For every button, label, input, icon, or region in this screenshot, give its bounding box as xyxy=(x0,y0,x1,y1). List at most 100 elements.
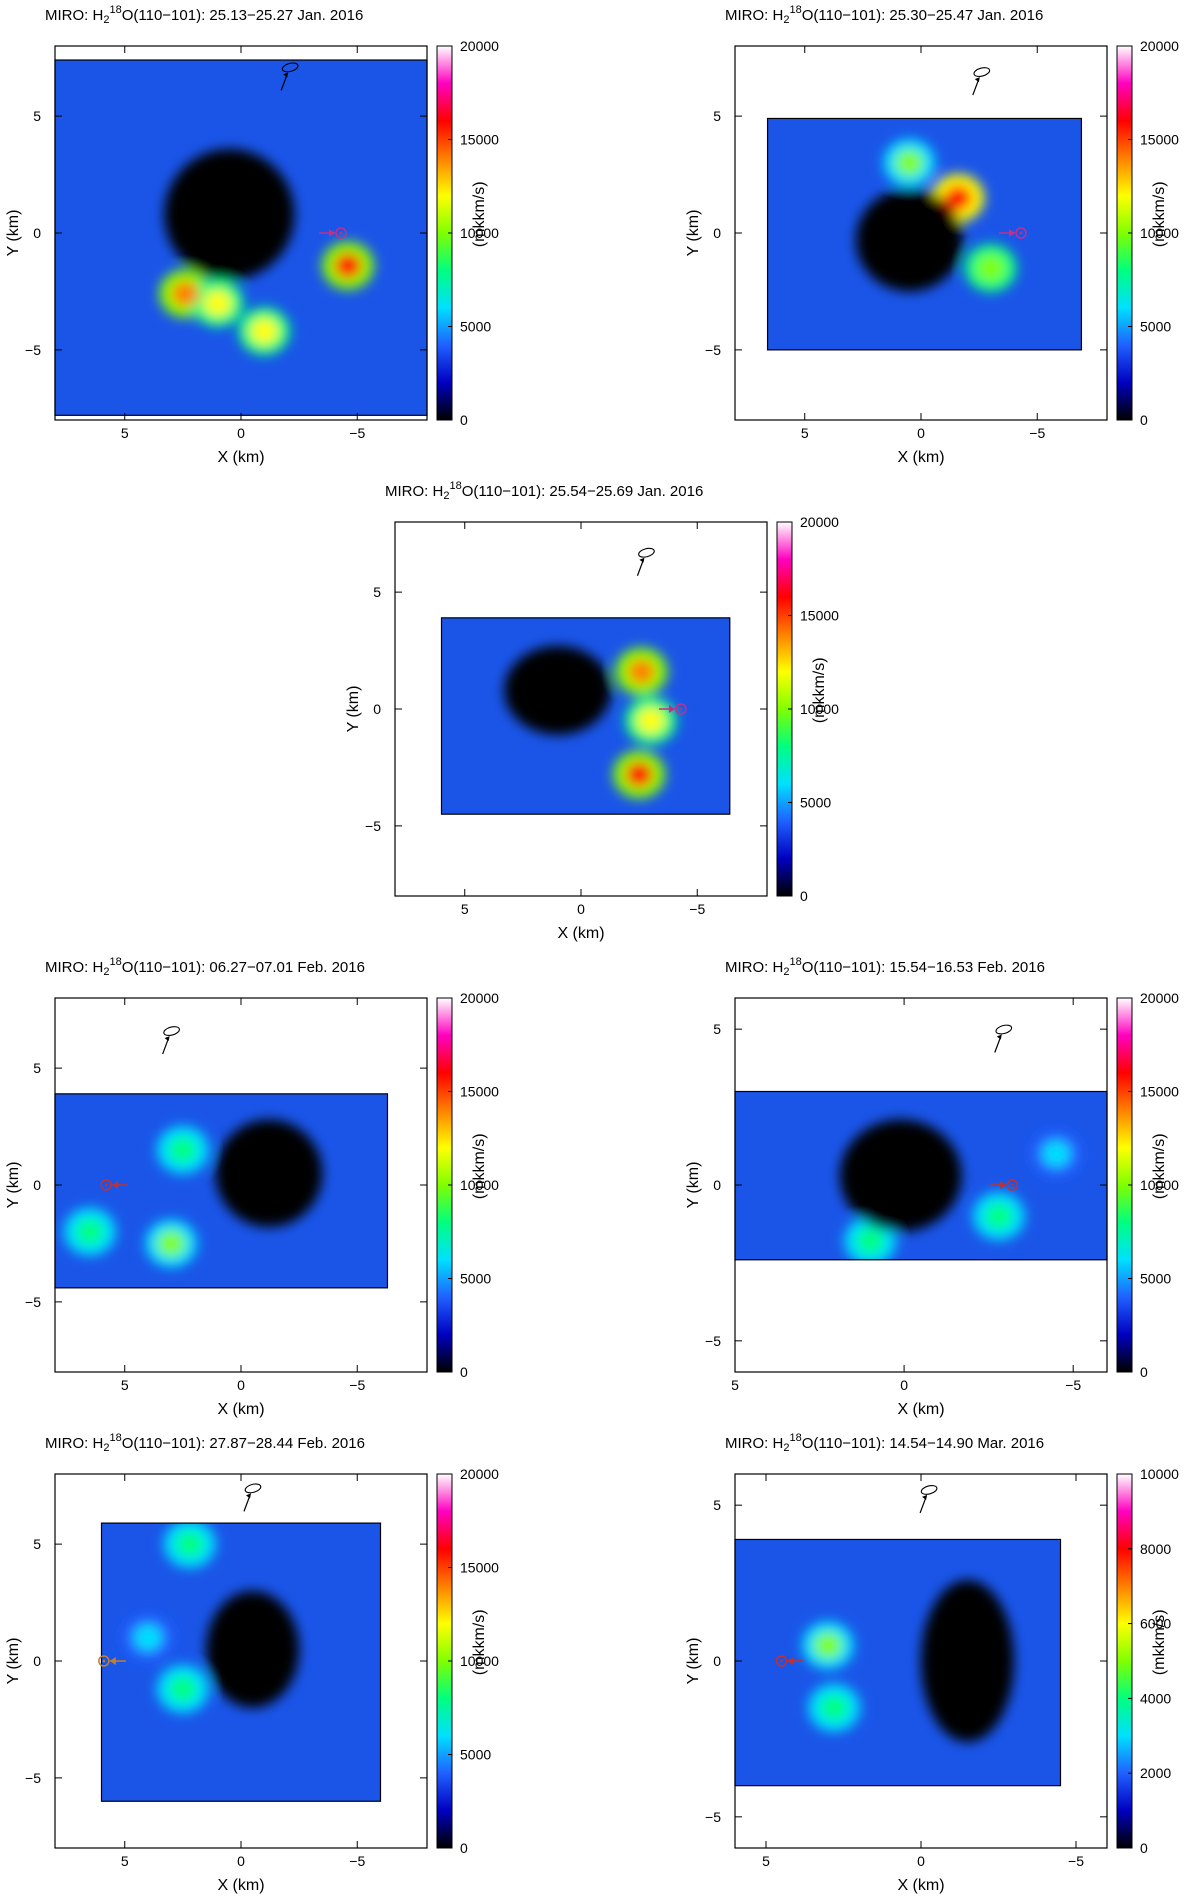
chart-title-part: O(110−101): 25.54−25.69 Jan. 2016 xyxy=(462,483,704,500)
hotspot xyxy=(895,149,924,176)
spin-axis-arrow xyxy=(243,1495,251,1512)
hotspot xyxy=(175,1531,204,1558)
colorbar-tick-label: 10000 xyxy=(460,225,499,241)
x-tick-label: 0 xyxy=(237,425,245,441)
x-tick-label: 5 xyxy=(121,1853,129,1869)
sun-arrowhead xyxy=(1000,1181,1007,1189)
chart-title-part: MIRO: H xyxy=(45,7,103,24)
y-axis-label: Y (km) xyxy=(5,1162,22,1209)
chart-title-part: MIRO: H xyxy=(725,959,783,976)
sun-direction-marker xyxy=(98,1655,110,1667)
chart-title-part: 2 xyxy=(783,14,789,26)
colorbar-tick-label: 10000 xyxy=(1140,1466,1179,1482)
colorbar-tick-label: 15000 xyxy=(460,1560,499,1576)
colorbar-tick-label: 0 xyxy=(460,1840,468,1856)
colorbar-tick-label: 5000 xyxy=(800,795,831,811)
colorbar-tick-label: 10000 xyxy=(800,701,839,717)
x-axis-label: X (km) xyxy=(897,1401,944,1418)
colorbar-tick-label: 5000 xyxy=(460,1747,491,1763)
colorbar-tick-label: 5000 xyxy=(460,319,491,335)
y-tick-label: −5 xyxy=(705,1333,721,1349)
y-tick-label: −5 xyxy=(25,342,41,358)
y-tick-label: 5 xyxy=(713,1497,721,1513)
spin-axis-arrowhead xyxy=(245,1493,251,1499)
colorbar-tick-label: 20000 xyxy=(800,514,839,530)
y-tick-label: −5 xyxy=(705,1809,721,1825)
y-tick-label: 5 xyxy=(33,1060,41,1076)
intensity-map xyxy=(735,1091,1107,1260)
hotspot xyxy=(168,1136,197,1163)
colorbar-label: (mkkm/s) xyxy=(471,1609,488,1675)
sun-arrowhead xyxy=(668,705,675,713)
nucleus-shadow xyxy=(839,1119,962,1232)
colorbar-tick-label: 4000 xyxy=(1140,1690,1171,1706)
spin-axis-arrowhead xyxy=(996,1034,1002,1040)
x-tick-label: 0 xyxy=(900,1377,908,1393)
colorbar-tick-label: 6000 xyxy=(1140,1616,1171,1632)
x-tick-label: 5 xyxy=(801,425,809,441)
chart-title-part: 18 xyxy=(789,4,801,16)
y-tick-label: 0 xyxy=(33,225,41,241)
x-tick-label: −5 xyxy=(1029,425,1045,441)
colorbar-label: (mkkm/s) xyxy=(471,181,488,247)
chart-title-part: 18 xyxy=(789,956,801,968)
chart-svg-3: MIRO: H218O(110−101): 25.54−25.69 Jan. 2… xyxy=(345,480,839,942)
chart-title-part: MIRO: H xyxy=(725,7,783,24)
y-axis-label: Y (km) xyxy=(685,1162,702,1209)
spin-axis-arrow xyxy=(636,559,645,576)
chart-panel-1: MIRO: H218O(110−101): 25.13−25.27 Jan. 2… xyxy=(0,0,600,476)
x-axis-label: X (km) xyxy=(557,925,604,942)
hotspot xyxy=(168,1676,197,1703)
spin-axis-arrowhead xyxy=(922,1494,928,1500)
sun-direction-dot xyxy=(780,1659,783,1663)
spin-axis-loop xyxy=(244,1483,262,1494)
spin-axis-loop xyxy=(973,67,991,77)
sun-direction-marker xyxy=(775,1655,788,1667)
chart-title-part: 2 xyxy=(443,490,449,502)
x-axis-label: X (km) xyxy=(217,449,264,466)
chart-svg-5: MIRO: H218O(110−101): 15.54−16.53 Feb. 2… xyxy=(685,956,1179,1418)
chart-title-part: 18 xyxy=(109,956,121,968)
intensity-map xyxy=(101,1523,381,1802)
x-tick-label: 0 xyxy=(577,901,585,917)
y-tick-label: 0 xyxy=(33,1653,41,1669)
sun-direction-marker xyxy=(1006,1179,1019,1191)
map-border xyxy=(440,617,731,815)
hotspot xyxy=(627,658,656,685)
y-tick-label: −5 xyxy=(365,818,381,834)
map-border xyxy=(766,117,1083,351)
y-tick-label: 5 xyxy=(33,1536,41,1552)
chart-title-part: O(110−101): 15.54−16.53 Feb. 2016 xyxy=(802,959,1045,976)
chart-title-part: O(110−101): 25.13−25.27 Jan. 2016 xyxy=(122,7,364,24)
colorbar-tick-label: 0 xyxy=(1140,412,1148,428)
intensity-map xyxy=(55,60,427,416)
y-axis-label: Y (km) xyxy=(685,1638,702,1685)
hotspot xyxy=(856,1228,885,1255)
chart-svg-6: MIRO: H218O(110−101): 27.87−28.44 Feb. 2… xyxy=(5,1432,499,1894)
colorbar-tick-label: 0 xyxy=(460,412,468,428)
y-axis-label: Y (km) xyxy=(5,1638,22,1685)
x-tick-label: −5 xyxy=(349,1377,365,1393)
colorbar-tick-label: 20000 xyxy=(460,990,499,1006)
colorbar-tick-label: 15000 xyxy=(460,1084,499,1100)
y-tick-label: −5 xyxy=(705,342,721,358)
hotspot xyxy=(984,1203,1013,1230)
colorbar-tick-label: 10000 xyxy=(1140,225,1179,241)
nucleus-shadow xyxy=(504,645,612,735)
chart-title-part: O(110−101): 14.54−14.90 Mar. 2016 xyxy=(802,1435,1044,1452)
chart-title-part: 2 xyxy=(783,1442,789,1454)
x-tick-label: −5 xyxy=(1065,1377,1081,1393)
chart-title: MIRO: H218O(110−101): 25.30−25.47 Jan. 2… xyxy=(725,4,1043,26)
x-tick-label: 0 xyxy=(237,1377,245,1393)
sun-arrowhead xyxy=(328,229,335,237)
spin-axis-loop xyxy=(163,1026,180,1037)
colorbar xyxy=(1116,1473,1133,1849)
colorbar-label: (mkkm/s) xyxy=(471,1133,488,1199)
chart-title: MIRO: H218O(110−101): 27.87−28.44 Feb. 2… xyxy=(45,1432,365,1454)
y-tick-label: 5 xyxy=(373,584,381,600)
y-axis-label: Y (km) xyxy=(5,210,22,257)
y-tick-label: 5 xyxy=(33,108,41,124)
x-tick-label: 5 xyxy=(121,1377,129,1393)
chart-title-part: 2 xyxy=(783,966,789,978)
y-tick-label: 5 xyxy=(713,108,721,124)
